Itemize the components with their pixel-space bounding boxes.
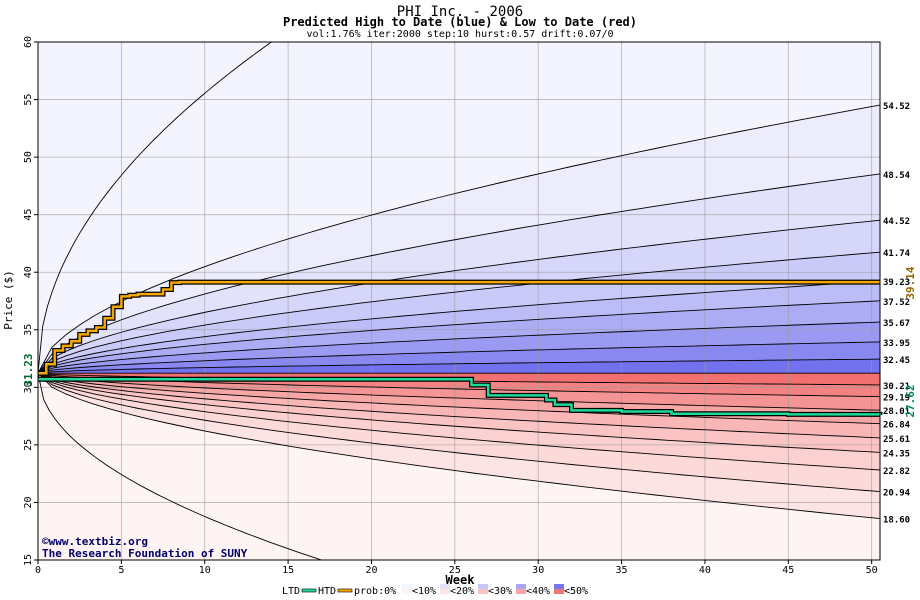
band-end-label: 48.54	[883, 171, 911, 181]
legend-htd-swatch	[337, 588, 353, 593]
legend-prob-text: prob:0%	[354, 586, 396, 597]
y-tick-label: 25	[23, 439, 34, 451]
legend-swatch-high	[440, 584, 450, 589]
legend-swatch-low	[554, 589, 564, 594]
band-end-label: 41.74	[883, 249, 911, 259]
band-boundary-line	[37, 104, 881, 374]
band-end-label: 39.23	[883, 278, 910, 288]
low-to-date-line	[38, 378, 882, 416]
legend-item-text: <10%	[412, 586, 436, 597]
y-tick-label: 50	[23, 151, 34, 163]
legend-swatch-high	[516, 584, 526, 589]
band-end-labels: 32.45 33.95 35.67 37.52 39.23 41.74 44.52 48.54…	[883, 102, 911, 525]
band-boundary-line	[37, 372, 881, 411]
band-boundary-line	[37, 321, 881, 374]
outer-high-curve	[37, 41, 272, 374]
band-boundary-line	[37, 372, 881, 520]
y-tick-label: 40	[23, 266, 34, 278]
band-end-label: 22.82	[883, 467, 910, 477]
y-tick-label: 20	[23, 496, 34, 508]
legend-swatch-high	[402, 584, 412, 589]
legend-swatch-low	[516, 589, 526, 594]
band-end-label: 26.84	[883, 421, 911, 431]
organization-text: The Research Foundation of SUNY	[42, 547, 248, 560]
band-end-label: 25.61	[883, 435, 910, 445]
legend-htd-text: HTD	[318, 586, 336, 597]
band-boundary-line	[37, 372, 881, 493]
band-end-label: 54.52	[883, 102, 910, 112]
legend-ltd-swatch	[301, 588, 317, 593]
date-paths	[38, 279, 883, 417]
band-boundary-line	[37, 251, 881, 374]
x-tick-label: 10	[199, 565, 211, 576]
band-end-label: 24.35	[883, 449, 910, 459]
band-end-label: 30.21	[883, 382, 910, 392]
band-end-label: 33.95	[883, 339, 910, 349]
y-tick-label: 60	[23, 36, 34, 48]
copyright-text: ©www.textbiz.org	[42, 535, 148, 548]
band-end-label: 32.45	[883, 356, 910, 366]
high-band-1	[38, 359, 880, 374]
x-tick-label: 5	[118, 565, 124, 576]
legend: LTD HTD prob:0% <10% <20% <30% <40% <50%	[282, 584, 588, 597]
legend-swatch-low	[402, 589, 412, 594]
y-tick-label: 55	[23, 94, 34, 106]
y-tick-label: 35	[23, 324, 34, 336]
legend-item-text: <20%	[450, 586, 474, 597]
y-tick-label: 15	[23, 554, 34, 566]
x-tick-label: 45	[782, 565, 794, 576]
outer-low-curve	[37, 373, 322, 561]
band-end-label: 44.52	[883, 217, 910, 227]
x-tick-label: 35	[616, 565, 628, 576]
legend-ltd-text: LTD	[282, 586, 300, 597]
x-tick-label: 20	[365, 565, 377, 576]
y-tick-label: 30	[23, 381, 34, 393]
band-boundary-line	[37, 372, 881, 439]
band-end-label: 18.60	[883, 516, 910, 526]
x-tick-label: 0	[35, 565, 41, 576]
legend-item-text: <40%	[526, 586, 550, 597]
legend-swatch-low	[440, 589, 450, 594]
band-boundary-line	[37, 280, 881, 374]
x-tick-label: 30	[532, 565, 544, 576]
low-final-label: 27.62	[904, 384, 917, 417]
x-tick-label: 15	[282, 565, 294, 576]
band-end-label: 29.19	[883, 394, 910, 404]
x-axis-label: Week	[446, 573, 476, 587]
band-boundary-lines	[37, 41, 881, 561]
chart-params: vol:1.76% iter:2000 step:10 hurst:0.57 d…	[306, 29, 613, 40]
band-end-label: 37.52	[883, 298, 910, 308]
high-final-label: 39.14	[904, 266, 917, 299]
legend-item-text: <30%	[488, 586, 512, 597]
band-boundary-line	[37, 219, 881, 374]
chart-title: PHI Inc. - 2006	[397, 4, 523, 20]
band-end-label: 28.01	[883, 407, 910, 417]
legend-item-text: <50%	[564, 586, 588, 597]
band-boundary-line	[37, 341, 881, 374]
start-price-label: 31.23	[22, 353, 35, 386]
band-end-label: 35.67	[883, 319, 910, 329]
band-boundary-line	[37, 372, 881, 425]
band-boundary-line	[37, 173, 881, 374]
band-boundary-line	[37, 372, 881, 471]
band-end-label: 20.94	[883, 489, 911, 499]
legend-swatch-high	[554, 584, 564, 589]
high-to-date-line	[38, 280, 880, 375]
band-boundary-line	[37, 372, 881, 453]
y-axis-label: Price ($)	[2, 270, 15, 330]
x-tick-label: 40	[699, 565, 711, 576]
x-tick-label: 25	[449, 565, 461, 576]
legend-swatch-high	[478, 584, 488, 589]
legend-swatch-low	[478, 589, 488, 594]
band-boundary-line	[37, 300, 881, 374]
chart-subtitle: Predicted High to Date (blue) & Low to D…	[283, 15, 637, 29]
y-tick-label: 45	[23, 209, 34, 221]
plot-frame	[37, 41, 881, 561]
axes: 0 5 10 15 20 25 30 35 40 45 50 15 20 25 30 35 40 45 50 55 60	[23, 36, 881, 576]
band-boundary-line	[37, 358, 881, 374]
x-tick-label: 50	[866, 565, 878, 576]
